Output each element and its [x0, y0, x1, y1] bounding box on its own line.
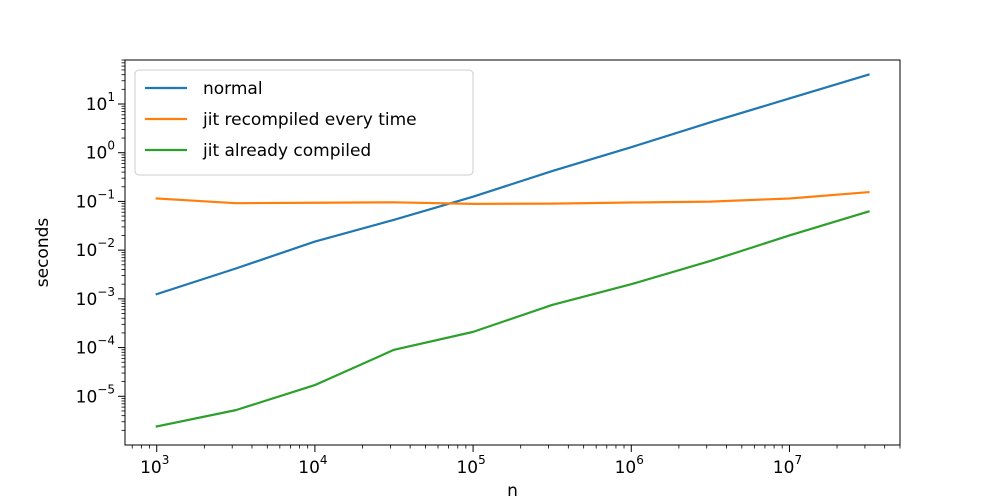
x-tick-label-1: 104	[298, 453, 327, 478]
legend: normal jit recompiled every time jit alrea…	[134, 69, 474, 176]
x-tick-label-4: 107	[773, 453, 802, 478]
legend-label-1: jit recompiled every time	[202, 110, 417, 130]
x-tick-label-3: 106	[615, 453, 644, 478]
y-tick-label-2: 10−3	[76, 285, 115, 310]
y-tick-label-6: 101	[86, 90, 115, 115]
y-tick-label-5: 100	[86, 139, 115, 164]
series-line-0	[155, 73, 870, 296]
y-tick-label-0: 10−5	[76, 382, 115, 407]
legend-label-0: normal	[203, 79, 263, 99]
axes: 103 104 105 106 107 10−5 10−4 10−3 10−2 10−1 100 10…	[76, 59, 901, 478]
plot-area	[155, 73, 870, 428]
y-tick-label-4: 10−1	[76, 187, 115, 212]
x-tick-label-0: 103	[140, 453, 169, 478]
series-line-2	[155, 210, 870, 428]
y-tick-label-1: 10−4	[76, 334, 115, 359]
legend-label-2: jit already compiled	[202, 141, 371, 161]
x-axis-label: n	[507, 481, 518, 500]
y-tick-label-3: 10−2	[76, 236, 115, 261]
legend-box	[134, 69, 474, 176]
y-axis-label: seconds	[33, 218, 53, 288]
x-tick-label-2: 105	[456, 453, 485, 478]
series-line-1	[155, 190, 870, 205]
